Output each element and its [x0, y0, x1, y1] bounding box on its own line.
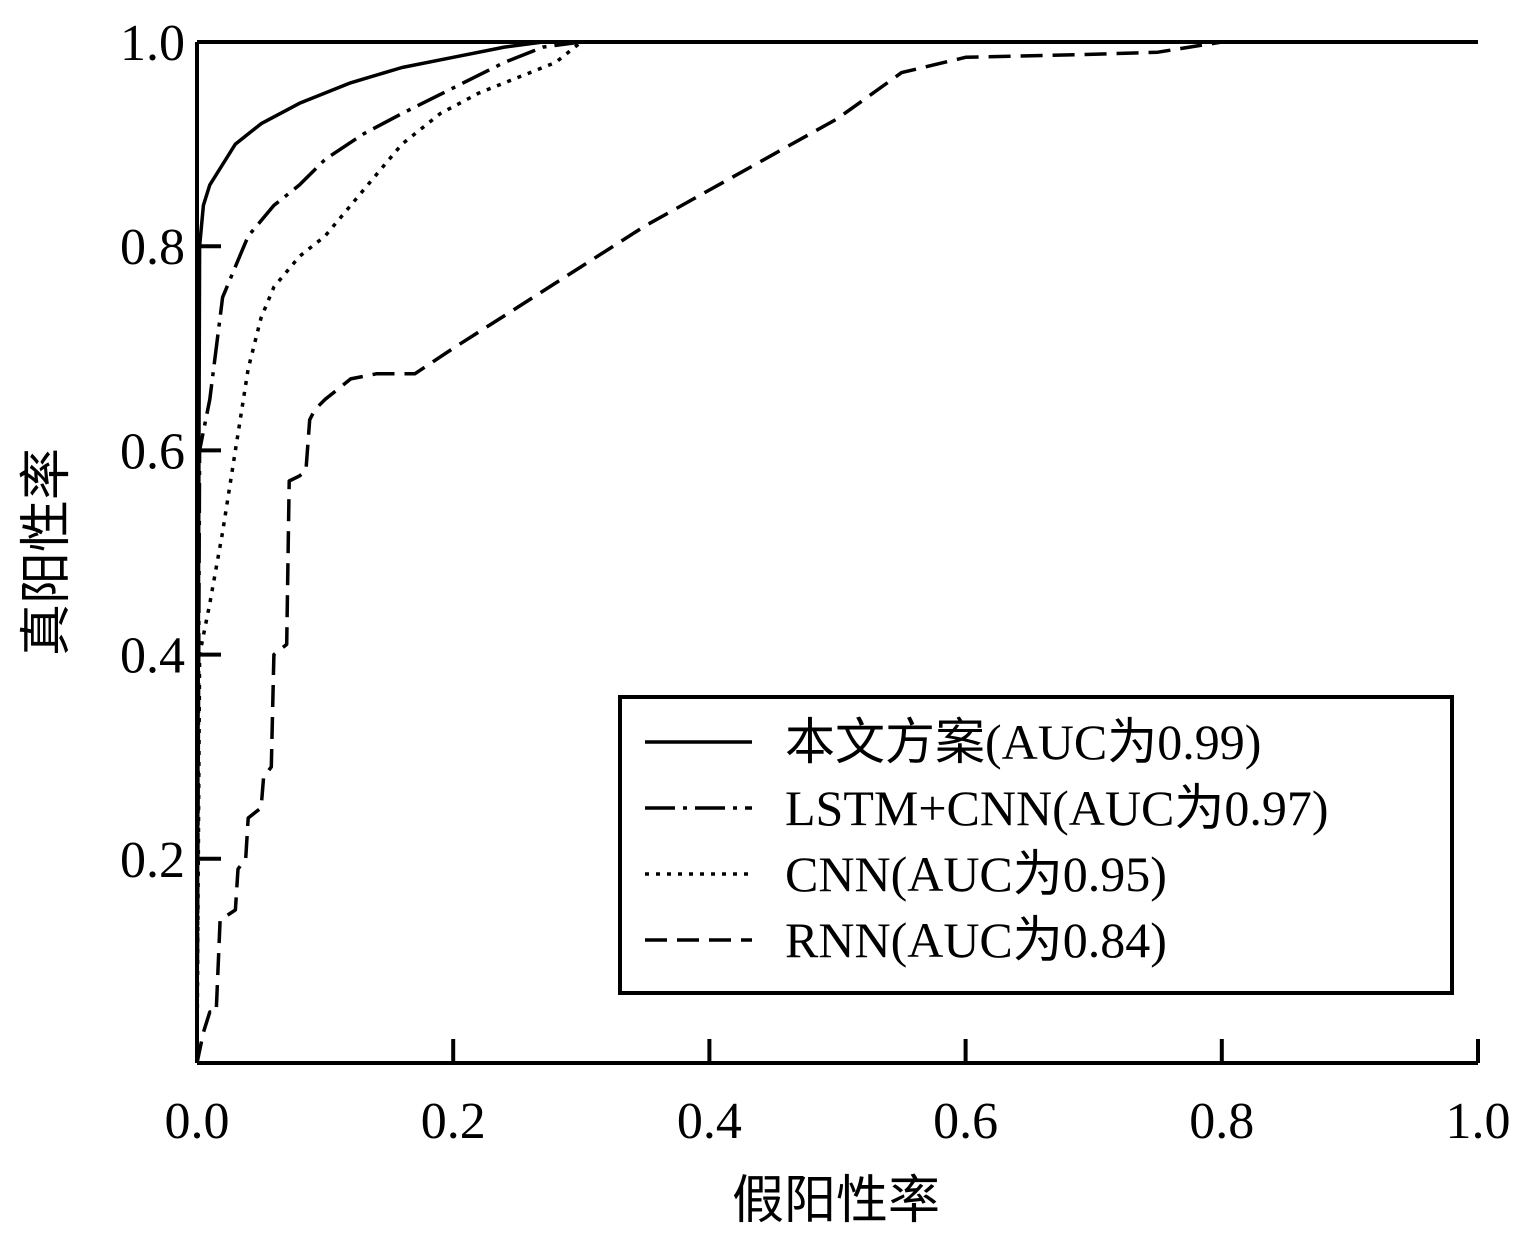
y-tick-label-1: 0.4 [120, 628, 185, 685]
x-tick-label-1: 0.2 [421, 1093, 486, 1150]
legend-label-2: CNN(AUC为0.95) [785, 846, 1167, 902]
series-line-3 [195, 40, 1478, 1064]
x-tick-label-0: 0.0 [165, 1093, 230, 1150]
x-tick-label-5: 1.0 [1446, 1093, 1511, 1150]
axes [195, 40, 1478, 1065]
y-tick-label-2: 0.6 [120, 423, 185, 480]
series-line-0 [195, 40, 1478, 1064]
legend: 本文方案(AUC为0.99) LSTM+CNN(AUC为0.97) CNN(AUC为… [618, 695, 1454, 995]
legend-box [618, 695, 1454, 995]
roc-curves [195, 40, 1478, 1064]
x-axis-label: 假阳性率 [732, 1171, 940, 1231]
x-tick-label-4: 0.8 [1189, 1093, 1254, 1150]
legend-label-1: LSTM+CNN(AUC为0.97) [785, 780, 1328, 836]
y-tick-label-4: 1.0 [120, 15, 185, 72]
axis-ticks: 0.0 0.2 0.4 0.6 0.8 1.0 0.2 0.4 0.6 0.8 1.0 [120, 15, 1511, 1150]
y-axis-label: 真阳性率 [17, 448, 77, 656]
legend-label-3: RNN(AUC为0.84) [785, 912, 1167, 968]
x-tick-label-2: 0.4 [677, 1093, 742, 1150]
series-line-1 [195, 40, 1478, 1064]
y-tick-label-0: 0.2 [120, 832, 185, 889]
legend-label-0: 本文方案(AUC为0.99) [785, 714, 1261, 770]
x-tick-label-3: 0.6 [933, 1093, 998, 1150]
y-tick-label-3: 0.8 [120, 219, 185, 276]
